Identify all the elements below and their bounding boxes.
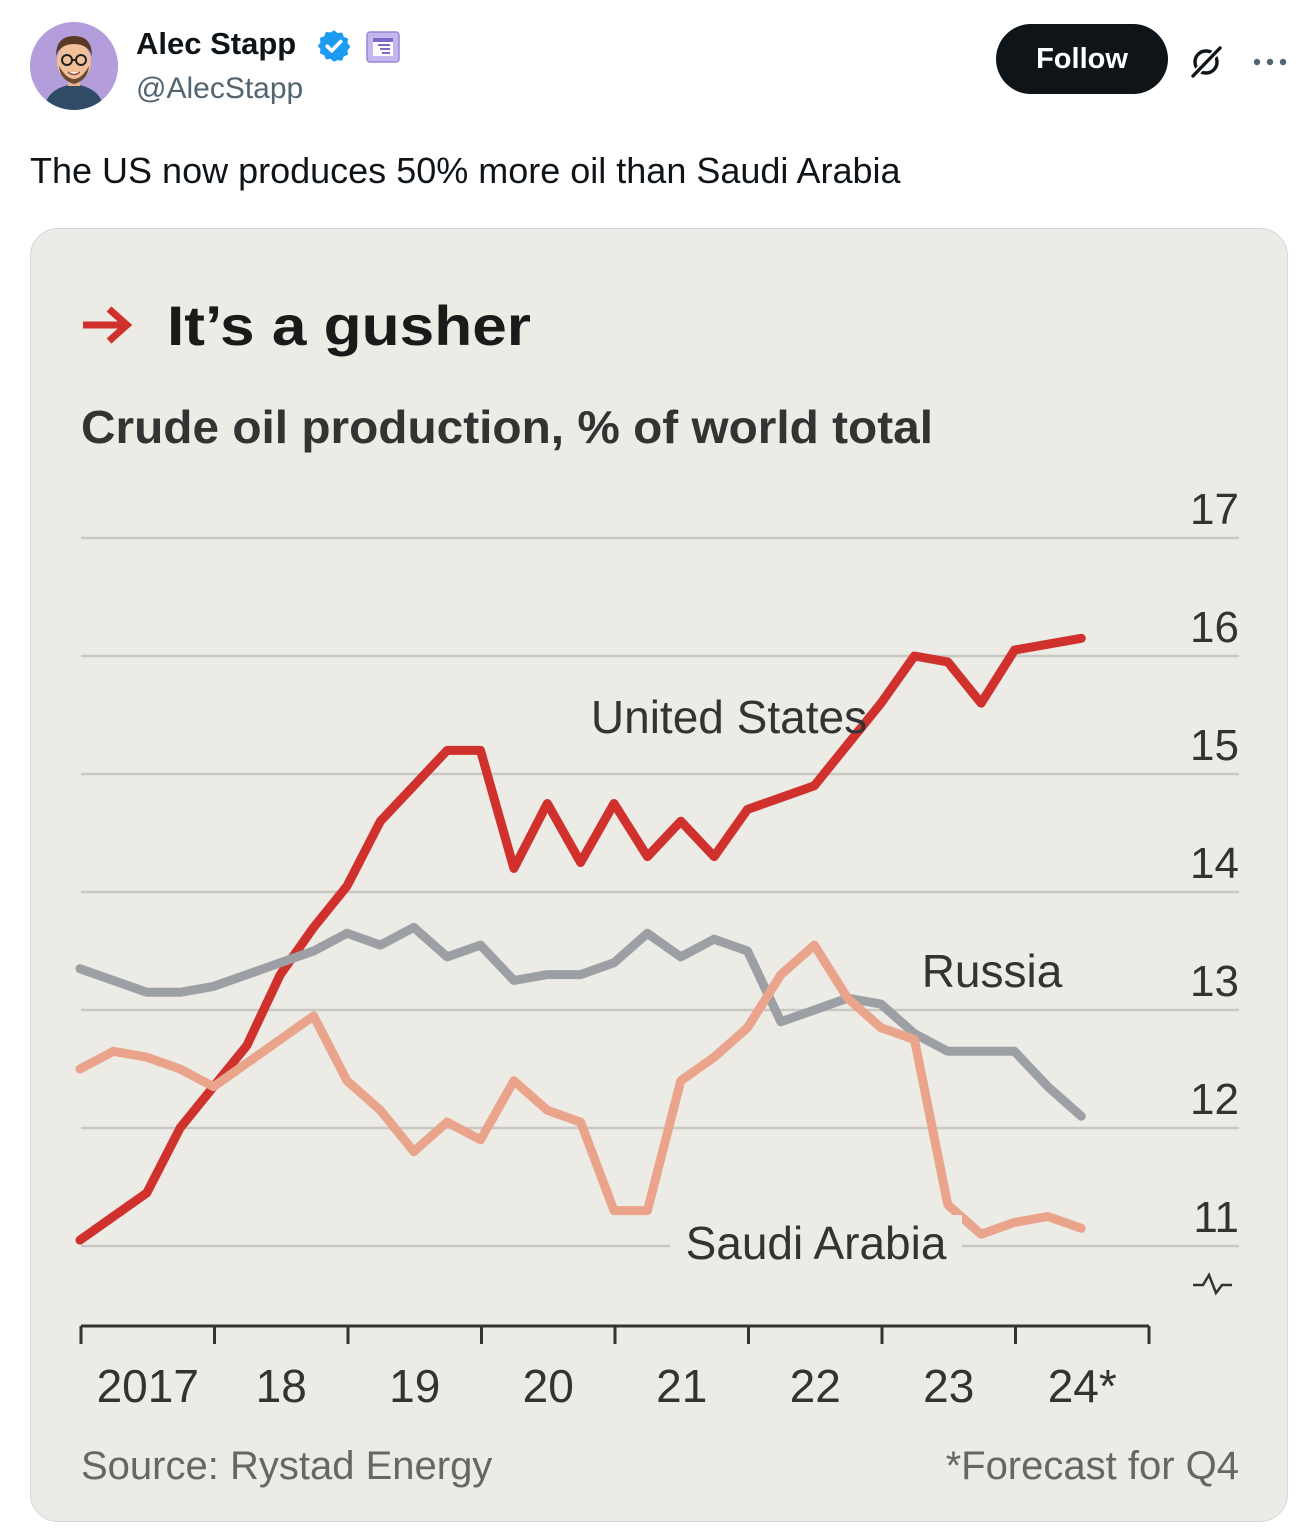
x-tick-label: 23 [923,1360,974,1412]
x-tick-label: 19 [389,1360,440,1412]
chart: It’s a gusher Crude oil production, % of … [75,294,1239,1488]
more-icon[interactable] [1248,42,1292,82]
x-tick-label: 20 [523,1360,574,1412]
axis-break-icon [1193,1272,1232,1296]
y-tick-label: 14 [1190,839,1239,888]
x-tick-label: 18 [256,1360,307,1412]
series-label: United States [591,691,867,743]
grok-icon[interactable] [1186,42,1226,82]
series-label-bg [670,1215,962,1273]
y-tick-label: 13 [1190,957,1239,1006]
series-line-saudi-arabia [75,940,1086,1239]
tweet-text: The US now produces 50% more oil than Sa… [30,150,901,191]
tweet-header: Alec Stapp @AlecStapp Follow [30,22,1290,112]
y-tick-label: 11 [1193,1193,1239,1242]
x-tick-label: 24* [1048,1360,1117,1412]
y-tick-label: 15 [1190,721,1239,770]
y-tick-label: 12 [1190,1075,1239,1124]
title-arrow-icon [83,306,133,344]
follow-button[interactable]: Follow [996,24,1168,94]
affiliate-badge-icon[interactable] [366,31,400,63]
series-label: Russia [922,945,1063,997]
x-tick-label: 21 [656,1360,707,1412]
chart-subtitle: Crude oil production, % of world total [81,401,933,453]
x-tick-label: 2017 [97,1360,199,1412]
tweet-media[interactable]: It’s a gusher Crude oil production, % of … [30,228,1288,1522]
y-tick-label: 17 [1190,485,1239,534]
verified-badge-icon [317,30,351,62]
chart-footnote: *Forecast for Q4 [946,1444,1239,1488]
chart-title: It’s a gusher [167,294,531,357]
y-tick-label: 16 [1190,603,1239,652]
series-line-russia [75,922,1086,1121]
user-name[interactable]: Alec Stapp [136,26,297,61]
series-label: Saudi Arabia [686,1217,947,1269]
avatar[interactable] [30,22,118,110]
x-tick-label: 22 [790,1360,841,1412]
user-handle[interactable]: @AlecStapp [136,72,304,105]
chart-source: Source: Rystad Energy [81,1444,492,1488]
avatar-illustration [30,22,118,110]
series-line-united-states [75,633,1086,1245]
